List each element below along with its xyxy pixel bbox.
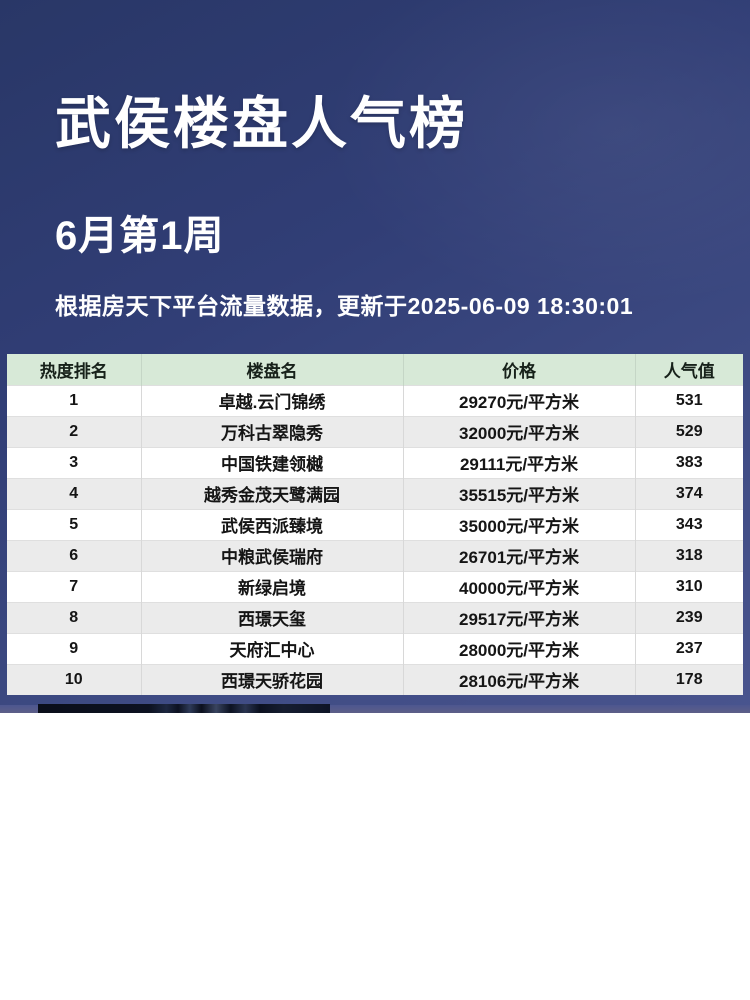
rank-cell: 9 xyxy=(7,632,142,664)
property-name-cell: 西璟天骄花园 xyxy=(141,663,404,695)
rank-cell: 4 xyxy=(7,477,142,509)
table-row: 6 中粮武侯瑞府 26701元/平方米 318 xyxy=(7,539,743,571)
column-header-name: 楼盘名 xyxy=(141,354,404,385)
property-name-cell: 万科古翠隐秀 xyxy=(141,415,404,447)
property-name-cell: 中粮武侯瑞府 xyxy=(141,539,404,571)
table-row: 7 新绿启境 40000元/平方米 310 xyxy=(7,570,743,602)
rank-cell: 3 xyxy=(7,446,142,478)
price-cell: 29111元/平方米 xyxy=(403,446,636,478)
property-name-cell: 卓越.云门锦绣 xyxy=(141,384,404,416)
table-row: 5 武侯西派臻境 35000元/平方米 343 xyxy=(7,508,743,540)
popularity-cell: 531 xyxy=(635,384,743,416)
price-cell: 28000元/平方米 xyxy=(403,632,636,664)
price-cell: 35000元/平方米 xyxy=(403,508,636,540)
rank-cell: 8 xyxy=(7,601,142,633)
price-cell: 26701元/平方米 xyxy=(403,539,636,571)
popularity-cell: 374 xyxy=(635,477,743,509)
property-name-cell: 武侯西派臻境 xyxy=(141,508,404,540)
popularity-cell: 343 xyxy=(635,508,743,540)
ranking-table: 热度排名 楼盘名 价格 人气值 1 卓越.云门锦绣 29270元/平方米 531 2 万科… xyxy=(7,354,743,695)
popularity-cell: 310 xyxy=(635,570,743,602)
column-header-rank: 热度排名 xyxy=(7,354,142,385)
period-subtitle: 6月第1周 xyxy=(55,214,225,258)
popularity-cell: 383 xyxy=(635,446,743,478)
source-note: 根据房天下平台流量数据，更新于2025-06-09 18:30:01 xyxy=(55,293,634,319)
table-row: 4 越秀金茂天鹭满园 35515元/平方米 374 xyxy=(7,477,743,509)
city-photo-sliver xyxy=(38,704,330,713)
price-cell: 29517元/平方米 xyxy=(403,601,636,633)
property-name-cell: 新绿启境 xyxy=(141,570,404,602)
column-header-price: 价格 xyxy=(403,354,636,385)
property-name-cell: 西璟天玺 xyxy=(141,601,404,633)
property-name-cell: 越秀金茂天鹭满园 xyxy=(141,477,404,509)
rank-cell: 2 xyxy=(7,415,142,447)
rank-cell: 6 xyxy=(7,539,142,571)
table-row: 3 中国铁建领樾 29111元/平方米 383 xyxy=(7,446,743,478)
popularity-cell: 178 xyxy=(635,663,743,695)
price-cell: 32000元/平方米 xyxy=(403,415,636,447)
property-name-cell: 中国铁建领樾 xyxy=(141,446,404,478)
table-row: 8 西璟天玺 29517元/平方米 239 xyxy=(7,601,743,633)
rank-cell: 7 xyxy=(7,570,142,602)
column-header-popularity: 人气值 xyxy=(635,354,743,385)
popularity-cell: 239 xyxy=(635,601,743,633)
rank-cell: 10 xyxy=(7,663,142,695)
price-cell: 35515元/平方米 xyxy=(403,477,636,509)
table-row: 10 西璟天骄花园 28106元/平方米 178 xyxy=(7,663,743,695)
popularity-cell: 529 xyxy=(635,415,743,447)
table-row: 9 天府汇中心 28000元/平方米 237 xyxy=(7,632,743,664)
price-cell: 28106元/平方米 xyxy=(403,663,636,695)
table-row: 2 万科古翠隐秀 32000元/平方米 529 xyxy=(7,415,743,447)
price-cell: 40000元/平方米 xyxy=(403,570,636,602)
rank-cell: 1 xyxy=(7,384,142,416)
property-name-cell: 天府汇中心 xyxy=(141,632,404,664)
rank-cell: 5 xyxy=(7,508,142,540)
bottom-band xyxy=(0,705,750,713)
popularity-cell: 237 xyxy=(635,632,743,664)
table-header-row: 热度排名 楼盘名 价格 人气值 xyxy=(7,354,743,385)
page-title: 武侯楼盘人气榜 xyxy=(55,92,468,155)
price-cell: 29270元/平方米 xyxy=(403,384,636,416)
popularity-cell: 318 xyxy=(635,539,743,571)
table-row: 1 卓越.云门锦绣 29270元/平方米 531 xyxy=(7,384,743,416)
